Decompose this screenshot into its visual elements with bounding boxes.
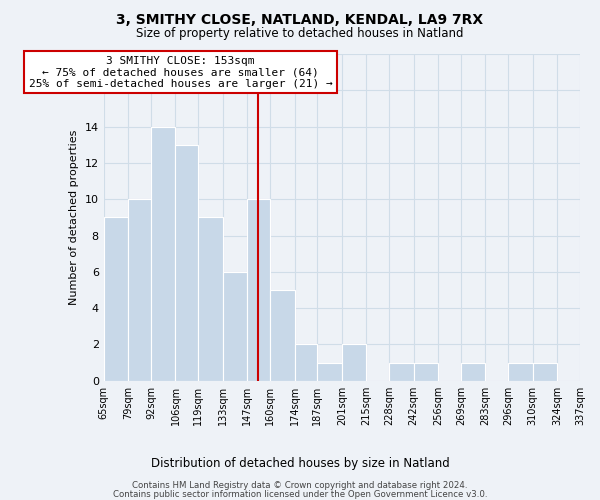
- Bar: [175, 145, 198, 381]
- Bar: [461, 362, 485, 381]
- Bar: [198, 218, 223, 381]
- Bar: [270, 290, 295, 381]
- Text: Contains public sector information licensed under the Open Government Licence v3: Contains public sector information licen…: [113, 490, 487, 499]
- Bar: [342, 344, 367, 381]
- Bar: [223, 272, 247, 381]
- Bar: [508, 362, 533, 381]
- Bar: [317, 362, 342, 381]
- Text: 3, SMITHY CLOSE, NATLAND, KENDAL, LA9 7RX: 3, SMITHY CLOSE, NATLAND, KENDAL, LA9 7R…: [116, 12, 484, 26]
- Text: 3 SMITHY CLOSE: 153sqm
← 75% of detached houses are smaller (64)
25% of semi-det: 3 SMITHY CLOSE: 153sqm ← 75% of detached…: [29, 56, 332, 89]
- Bar: [128, 199, 151, 381]
- Text: Size of property relative to detached houses in Natland: Size of property relative to detached ho…: [136, 28, 464, 40]
- Bar: [533, 362, 557, 381]
- Bar: [295, 344, 317, 381]
- Text: Distribution of detached houses by size in Natland: Distribution of detached houses by size …: [151, 458, 449, 470]
- Text: Contains HM Land Registry data © Crown copyright and database right 2024.: Contains HM Land Registry data © Crown c…: [132, 481, 468, 490]
- Bar: [247, 199, 270, 381]
- Y-axis label: Number of detached properties: Number of detached properties: [69, 130, 79, 305]
- Bar: [389, 362, 413, 381]
- Bar: [151, 126, 175, 381]
- Bar: [413, 362, 438, 381]
- Bar: [104, 218, 128, 381]
